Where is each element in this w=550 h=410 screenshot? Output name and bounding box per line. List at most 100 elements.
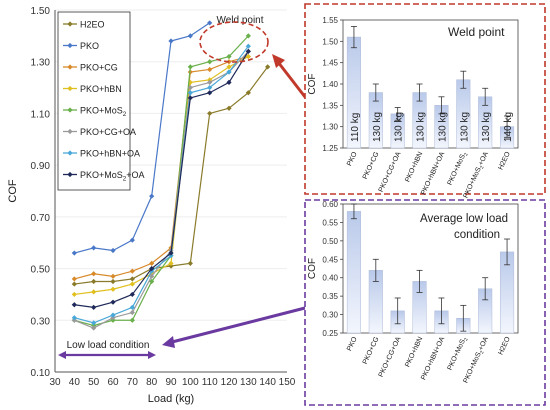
legend-swatch-marker [67, 150, 73, 156]
y-tick-label: 0.30 [322, 311, 338, 320]
data-point [187, 260, 193, 266]
y-tick-label: 0.60 [322, 200, 338, 209]
x-tick-label: 80 [146, 377, 158, 388]
data-point [245, 90, 251, 96]
y-tick-label: 1.40 [322, 80, 338, 89]
data-point [91, 245, 97, 251]
x-tick-label: 30 [49, 377, 61, 388]
data-point [129, 309, 135, 316]
data-point [245, 33, 251, 39]
x-tick-label: 130 [240, 377, 257, 388]
data-point [226, 53, 232, 60]
legend-label: H2EO [80, 20, 105, 30]
data-point [168, 260, 174, 266]
legend-swatch-marker [67, 171, 73, 178]
data-point [265, 64, 271, 70]
low-load-annotation: Low load condition [67, 340, 150, 351]
data-point [149, 193, 155, 199]
data-point [149, 273, 155, 279]
data-point [129, 304, 135, 310]
y-tick-label: 1.45 [322, 59, 338, 68]
y-tick-label: 1.50 [322, 37, 338, 46]
x-tick-label: 120 [221, 377, 238, 388]
x-tick-label: 140 [259, 377, 276, 388]
data-point [129, 237, 135, 243]
y-tick-label: 1.35 [322, 101, 338, 110]
y-tick-label: 1.50 [31, 6, 51, 17]
data-point [207, 90, 213, 96]
legend-label: PKO+MoS2+OA [80, 170, 145, 182]
x-tick-label: 40 [69, 377, 81, 388]
y-tick-label: 0.10 [31, 368, 51, 379]
legend-swatch-marker [67, 128, 73, 135]
x-tick-label: 90 [165, 377, 177, 388]
data-point [207, 20, 213, 26]
bar-data-label: 130 kg [372, 112, 383, 142]
data-point [129, 291, 135, 298]
x-tick-label: 70 [127, 377, 139, 388]
data-point [91, 325, 97, 331]
data-point [71, 281, 77, 287]
legend: H2EO PKO PKO+CG PKO+hBN PKO+MoS2 PKO+CG+OA PKO… [57, 11, 145, 191]
data-point [71, 276, 77, 282]
data-point [110, 278, 116, 285]
x-tick-label: 110 [202, 377, 218, 388]
legend-swatch-marker [67, 64, 73, 70]
x-tick-label: 50 [88, 377, 100, 388]
data-point [110, 273, 116, 279]
y-axis-label: COF [7, 179, 19, 203]
chart-title-line2: condition [454, 229, 500, 241]
data-point [71, 315, 77, 321]
main-line-chart: 0.10 0.30 0.50 0.70 0.90 1.10 1.30 1.50 30 40 50 60… [7, 6, 296, 405]
y-tick-label: 0.25 [322, 329, 338, 338]
legend-label: PKO+CG+OA [80, 127, 136, 137]
data-point [91, 271, 97, 277]
data-point [91, 304, 97, 310]
data-point [187, 90, 193, 96]
data-point [187, 95, 193, 101]
bar-data-label: 110 kg [350, 113, 361, 142]
bar [346, 211, 361, 334]
y-tick-label: 0.90 [31, 161, 51, 172]
x-tick-label: 60 [107, 377, 119, 388]
data-point [226, 64, 232, 70]
legend-label: PKO+hBN [80, 84, 122, 94]
x-tick-label: 150 [279, 377, 296, 388]
data-point [149, 278, 155, 285]
data-point [207, 84, 213, 91]
bar-data-label: 130 kg [416, 112, 427, 142]
data-point [187, 64, 193, 70]
y-tick-label: 0.55 [322, 218, 338, 227]
data-point [129, 276, 135, 282]
series-line [74, 45, 249, 324]
data-point [168, 250, 174, 256]
data-point [110, 286, 116, 292]
low-load-callout-arrow-head [162, 336, 175, 348]
x-axis-label: Load (kg) [148, 393, 194, 405]
callouts [162, 54, 314, 348]
data-point [226, 69, 232, 75]
low-load-arrow-head-left [58, 351, 66, 359]
low-load-arrow-head-right [148, 351, 156, 359]
y-tick-label: 0.30 [31, 316, 51, 327]
data-point [129, 268, 135, 274]
plot-area [342, 203, 519, 334]
y-tick-label: 0.50 [322, 237, 338, 246]
data-point [245, 53, 251, 60]
bar-data-label: 130 kg [394, 112, 405, 142]
data-point [129, 281, 135, 287]
series-line [74, 51, 249, 308]
series-line [74, 22, 211, 254]
data-point [110, 299, 116, 305]
data-point [110, 247, 116, 254]
chart-title: Weld point [448, 25, 505, 39]
legend-label: PKO+CG [80, 63, 118, 73]
data-point [71, 291, 77, 298]
chart-title: Average low load [420, 213, 508, 225]
legend-label: PKO+MoS2 [80, 106, 127, 118]
data-point [91, 278, 97, 285]
weld-callout-arrow-head [272, 54, 285, 68]
